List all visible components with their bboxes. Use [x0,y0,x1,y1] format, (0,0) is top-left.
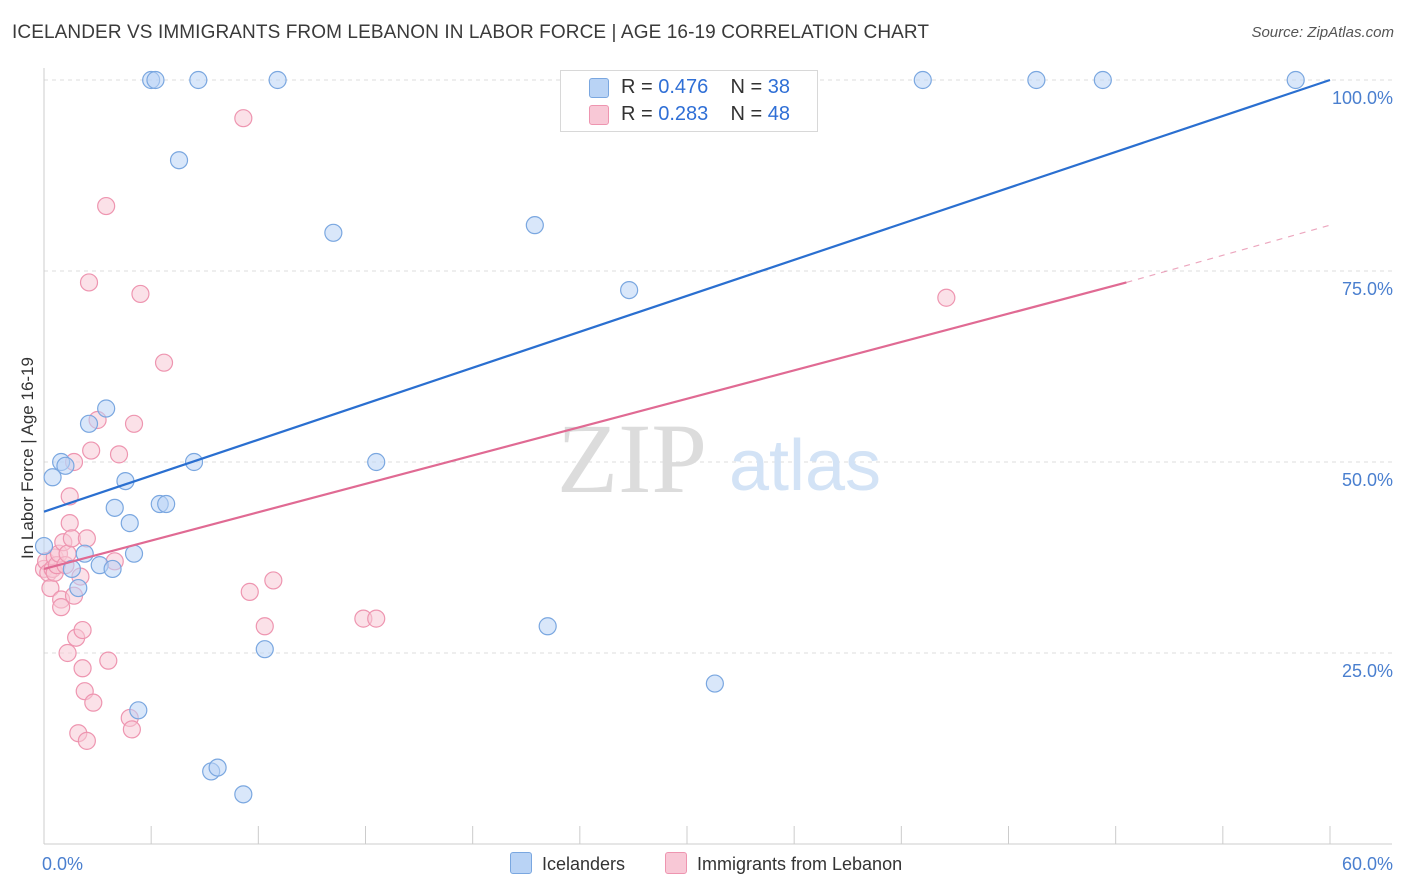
y-tick-label-100: 100.0% [1332,88,1393,108]
x-tick-label-0: 0.0% [42,854,83,874]
chart-title: ICELANDER VS IMMIGRANTS FROM LEBANON IN … [12,22,930,43]
r-label: R = [621,76,659,98]
n-value: 38 [767,76,791,98]
lebanon-point-24 [73,620,92,640]
icelander-point-37 [1286,70,1305,90]
lebanon-point-44 [264,571,283,590]
lebanon-point-16 [60,514,79,533]
icelander-point-34 [913,70,932,90]
lebanon-point-30 [84,693,103,712]
lebanon-point-32 [97,196,116,216]
icelander-point-11 [105,498,124,517]
n-value: 48 [767,103,791,125]
lebanon-point-40 [154,353,174,372]
legend-swatch-pink [589,105,609,125]
lebanon-point-23 [73,659,92,678]
lebanon-point-29 [82,441,101,460]
correlation-legend: R = 0.476 N = 38 R = 0.283 N = 48 [560,70,818,132]
legend-row-lebanon: R = 0.283 N = 48 [561,101,817,127]
watermark-zip: ZIP [557,403,707,514]
r-value: 0.283 [658,103,709,125]
watermark: ZIP atlas [557,403,881,514]
legend-swatch-pink [665,852,687,874]
icelander-point-36 [1093,70,1112,90]
icelander-point-19 [157,494,176,514]
icelander-point-10 [103,559,122,579]
icelander-point-26 [255,640,274,659]
icelander-point-24 [208,758,227,777]
icelander-point-27 [268,70,287,90]
icelander-point-32 [620,281,639,300]
chart-source: Source: ZipAtlas.com [1251,24,1394,41]
icelander-point-9 [97,399,116,418]
lebanon-point-28 [79,273,99,292]
icelander-point-1 [43,468,62,487]
r-value: 0.476 [658,76,709,98]
icelander-point-0 [34,536,54,556]
tick-labels: 25.0% 50.0% 75.0% 100.0% 0.0% 60.0% [42,88,1393,874]
icelander-point-35 [1027,70,1046,90]
legend-stats-lebanon: R = 0.283 N = 48 [621,103,790,126]
icelander-point-3 [56,456,75,475]
icelander-point-31 [538,617,557,636]
trend-lines [43,78,1331,571]
r-label: R = [621,103,659,125]
icelander-point-7 [79,414,99,433]
icelander-point-25 [234,785,253,804]
n-label: N = [730,76,768,98]
lebanon-point-38 [124,414,144,433]
y-tick-label-75: 75.0% [1342,279,1393,299]
grid-lines [44,79,1392,654]
trend-line-lebanon-extension [1126,224,1331,284]
icelander-point-22 [189,70,208,90]
axes [43,68,1392,845]
y-axis-title: In Labor Force | Age 16-19 [18,357,37,559]
legend-swatch-blue [510,852,532,874]
icelander-point-5 [69,578,88,598]
icelander-point-28 [324,223,343,242]
lebanon-point-43 [255,617,274,636]
legend-item-icelanders[interactable]: Icelanders [510,852,625,875]
legend-label-lebanon: Immigrants from Lebanon [697,854,903,874]
icelander-point-13 [120,514,139,533]
watermark-atlas: atlas [729,426,881,506]
icelander-point-30 [525,216,544,235]
lebanon-point-14 [58,643,77,663]
icelander-point-29 [367,452,386,472]
lebanon-point-13 [58,544,77,563]
trend-line-icelanders [43,78,1331,513]
icelander-point-20 [169,151,189,170]
legend-label-icelanders: Icelanders [542,854,626,874]
lebanon-point-39 [131,284,150,304]
y-tick-label-50: 50.0% [1342,470,1393,490]
icelander-point-17 [146,70,165,90]
lebanon-point-42 [240,582,259,601]
lebanon-point-41 [234,109,253,128]
legend-stats-icelanders: R = 0.476 N = 38 [621,76,790,99]
lebanon-point-27 [77,731,96,750]
lebanon-point-47 [937,288,956,307]
lebanon-point-35 [109,445,129,464]
y-tick-label-25: 25.0% [1342,661,1393,681]
lebanon-point-37 [122,720,141,739]
lebanon-point-33 [99,651,118,670]
icelander-point-33 [705,674,724,693]
legend-swatch-blue [589,78,609,98]
legend-item-lebanon[interactable]: Immigrants from Lebanon [665,852,902,875]
lebanon-points [34,109,956,750]
x-tick-label-60: 60.0% [1342,854,1393,874]
n-label: N = [730,103,768,125]
icelanders-points [34,70,1305,804]
legend-row-icelanders: R = 0.476 N = 38 [561,74,817,100]
lebanon-point-46 [367,609,386,628]
lebanon-point-10 [52,598,71,617]
icelander-point-15 [129,701,148,720]
trend-line-lebanon [43,281,1127,571]
lebanon-point-26 [77,529,96,548]
